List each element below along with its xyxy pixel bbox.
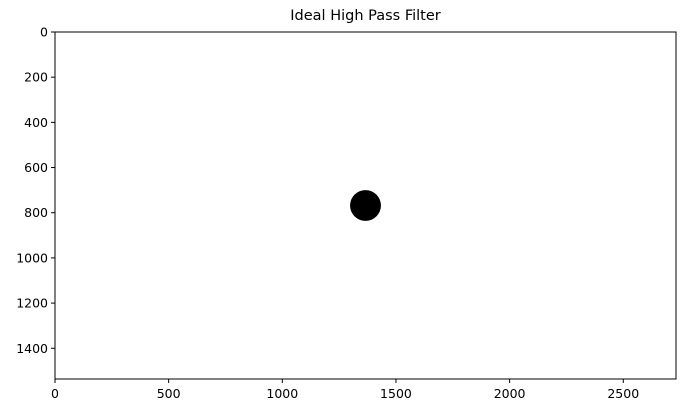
axes-frame [54,31,677,380]
y-tick-label: 1000 [16,250,48,265]
y-tick-label: 1200 [16,296,48,311]
plot-area [55,32,676,379]
y-tick-label: 800 [24,205,48,220]
y-tick-label: 0 [40,25,48,40]
x-tick-label: 0 [51,386,59,401]
y-tick-label: 200 [24,70,48,85]
axes: 0 500 1000 1500 2000 2500 0 200 400 600 800 1000 120… [16,25,677,401]
x-tick-label: 1000 [266,386,298,401]
x-tick-label: 500 [157,386,181,401]
y-tick-label: 1400 [16,341,48,356]
filter-disc [350,190,381,221]
x-tick-label: 2500 [607,386,639,401]
y-tick-label: 400 [24,115,48,130]
x-tick-label: 1500 [380,386,412,401]
y-tick-label: 600 [24,160,48,175]
x-tick-label: 2000 [494,386,526,401]
chart-title: Ideal High Pass Filter [290,8,441,24]
